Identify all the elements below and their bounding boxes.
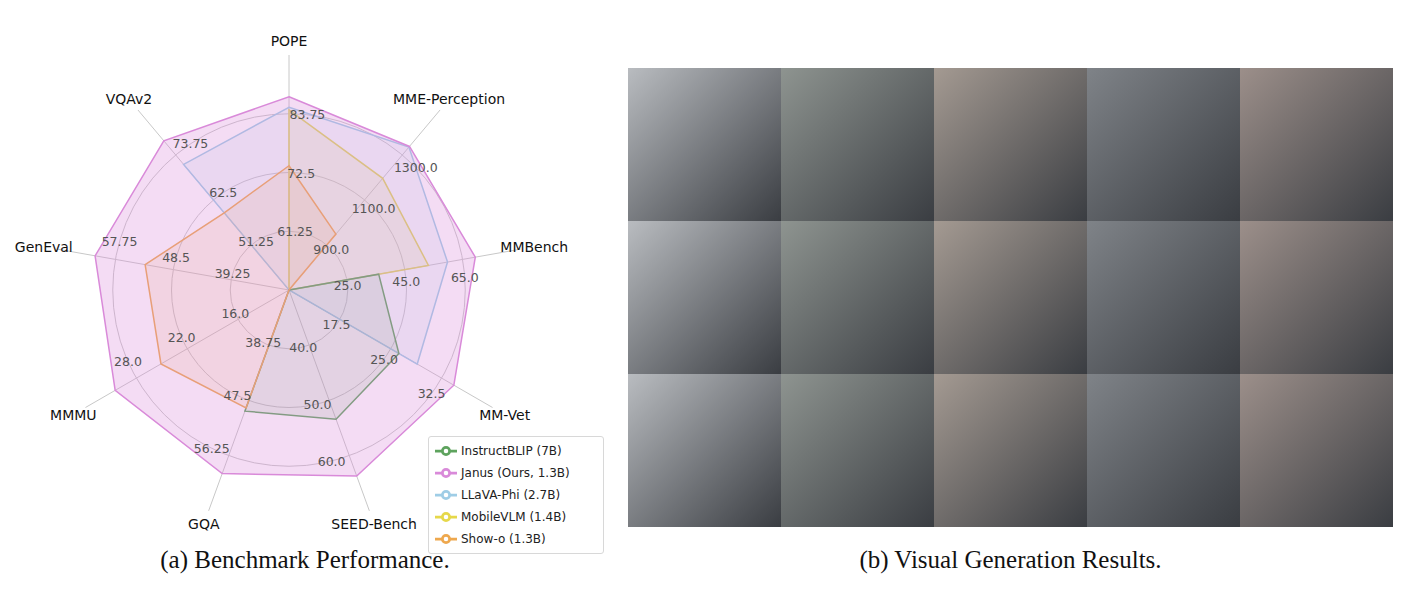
svg-text:16.0: 16.0 [221,306,249,321]
svg-text:62.5: 62.5 [209,185,237,200]
svg-text:POPE: POPE [271,33,308,49]
svg-text:MMMU: MMMU [50,407,96,423]
svg-text:38.75: 38.75 [245,335,281,350]
svg-text:MMBench: MMBench [500,239,568,255]
svg-text:MM-Vet: MM-Vet [479,407,530,423]
html-text:Show-o (1.3B): Show-o (1.3B) [461,531,546,546]
svg-text:28.0: 28.0 [114,354,142,369]
svg-text:GQA: GQA [188,516,220,532]
svg-text:50.0: 50.0 [304,397,332,412]
svg-text:25.0: 25.0 [334,278,362,293]
svg-text:51.25: 51.25 [238,234,274,249]
html-text:MobileVLM (1.4B): MobileVLM (1.4B) [461,509,567,524]
svg-text:56.25: 56.25 [194,441,230,456]
svg-text:32.5: 32.5 [418,386,446,401]
svg-text:22.0: 22.0 [168,330,196,345]
svg-text:61.25: 61.25 [277,224,313,239]
svg-text:1300.0: 1300.0 [394,160,438,175]
html-text:(b) Visual Generation Results.: (b) Visual Generation Results. [859,546,1162,573]
svg-text:48.5: 48.5 [162,250,190,265]
html-text:LLaVA-Phi (2.7B): LLaVA-Phi (2.7B) [461,487,561,502]
svg-text:73.75: 73.75 [173,136,209,151]
svg-text:1100.0: 1100.0 [352,201,396,216]
svg-text:72.5: 72.5 [287,166,315,181]
svg-text:83.75: 83.75 [290,107,326,122]
svg-text:40.0: 40.0 [289,340,317,355]
svg-text:39.25: 39.25 [215,266,251,281]
svg-text:VQAv2: VQAv2 [106,91,153,107]
html-text:(a) Benchmark Performance.: (a) Benchmark Performance. [160,546,450,573]
svg-text:GenEval: GenEval [15,239,73,255]
svg-text:57.75: 57.75 [102,234,138,249]
svg-text:47.5: 47.5 [224,388,252,403]
svg-text:SEED-Bench: SEED-Bench [331,516,417,532]
svg-text:65.0: 65.0 [451,270,479,285]
svg-text:MME-Perception: MME-Perception [393,91,505,107]
svg-text:25.0: 25.0 [370,352,398,367]
svg-text:17.5: 17.5 [323,317,351,332]
html-text:InstructBLIP (7B): InstructBLIP (7B) [461,443,562,458]
html-text:Janus (Ours, 1.3B): Janus (Ours, 1.3B) [461,465,570,480]
svg-text:45.0: 45.0 [392,274,420,289]
svg-text:60.0: 60.0 [318,454,346,469]
svg-text:900.0: 900.0 [313,242,349,257]
